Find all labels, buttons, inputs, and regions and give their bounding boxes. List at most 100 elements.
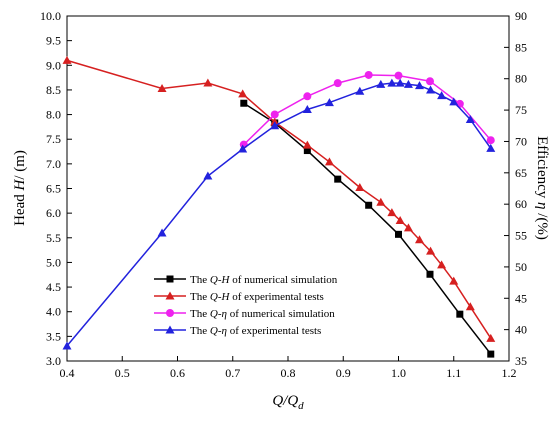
data-point [157,83,167,92]
y-left-tick-label: 5.5 [46,231,61,245]
data-point [203,78,213,87]
data-point [395,78,405,87]
data-point [238,144,248,153]
series-3 [239,70,495,149]
y-right-tick-label: 85 [515,40,527,54]
data-point [355,86,365,95]
y-left-tick-label: 3.5 [46,329,61,343]
series-line [66,82,492,347]
y-right-tick-label: 55 [515,229,527,243]
legend-marker [165,325,175,334]
data-point [376,197,386,206]
data-point [425,77,434,86]
data-point [203,171,213,180]
legend-label: The Q-η of numerical simulation [190,308,335,320]
data-point [302,140,312,149]
data-point [270,110,279,119]
data-point [376,79,386,88]
y-left-tick-label: 4.0 [46,305,61,319]
legend-marker [165,291,175,300]
data-point [426,85,436,94]
data-point [238,89,248,98]
y-left-tick-label: 9.0 [46,58,61,72]
x-tick-label: 1.2 [502,366,517,380]
data-point [355,183,365,192]
x-tick-label: 1.0 [391,366,406,380]
data-point [426,270,434,278]
legend-item: The Q-η of numerical simulation [154,308,335,320]
data-point [449,97,459,106]
data-point [465,302,475,311]
data-point [487,350,495,358]
data-point [403,79,413,88]
x-tick-label: 0.6 [170,366,185,380]
y-left-tick-label: 7.5 [46,132,61,146]
data-point [403,223,413,232]
data-point [387,208,397,217]
y-right-tick-label: 45 [515,291,527,305]
data-point [486,136,495,145]
y-right-tick-label: 80 [515,72,527,86]
data-point [240,99,248,107]
data-point [449,276,459,285]
y-right-tick-label: 75 [515,103,527,117]
x-tick-label: 0.7 [225,366,240,380]
data-point [324,157,334,166]
y-right-tick-label: 65 [515,166,527,180]
data-point [395,216,405,225]
data-point [334,175,342,183]
data-point [437,91,447,100]
series-line [243,74,492,146]
data-point [465,115,475,123]
series-4 [62,78,496,350]
y-left-tick-label: 8.0 [46,108,61,122]
legend: The Q-H of numerical simulation The Q-H o… [154,274,338,337]
series-2 [62,55,496,342]
data-point [426,246,436,255]
data-point [302,104,312,113]
legend-label: The Q-H of experimental tests [190,291,324,303]
data-point [62,55,72,64]
y-right-tick-label: 60 [515,197,527,211]
data-point [324,98,334,107]
x-tick-label: 0.5 [115,366,130,380]
data-point [387,78,397,87]
legend-marker [166,275,174,283]
y-left-tick-label: 5.0 [46,255,61,269]
x-axis-title: Q/Qd [272,393,304,412]
y-left-tick-label: 3.0 [46,354,61,368]
y-left-tick-label: 9.5 [46,34,61,48]
data-point [394,71,403,80]
x-tick-label: 1.1 [446,366,461,380]
x-tick-label: 0.4 [60,366,75,380]
series-group [62,55,496,358]
data-point [303,92,312,101]
y-right-tick-label: 90 [515,9,527,23]
y-left-tick-label: 7.0 [46,157,61,171]
data-point [62,341,72,350]
y-left-tick-label: 10.0 [40,9,61,23]
ticks: 0.4 0.5 0.6 0.7 0.8 0.9 1.0 1.1 1.2 3.0 3.5 4.0 4.5 5… [40,9,527,380]
y-left-tick-label: 4.5 [46,280,61,294]
data-point [414,235,424,244]
data-point [157,228,167,237]
y-right-tick-label: 70 [515,134,527,148]
x-tick-label: 0.8 [281,366,296,380]
y-right-tick-label: 35 [515,354,527,368]
data-point [437,260,447,269]
y-axis-right-title: Efficiency η /(%) [534,136,550,240]
legend-item: The Q-η of experimental tests [154,325,321,337]
data-point [414,81,424,90]
legend-item: The Q-H of experimental tests [154,291,324,303]
y-left-tick-label: 6.5 [46,182,61,196]
data-point [364,70,373,79]
y-axis-left-title: Head H/ (m) [12,150,28,226]
legend-item: The Q-H of numerical simulation [154,274,338,286]
data-point [456,310,464,318]
data-point [395,230,402,238]
data-point [486,143,496,152]
data-point [303,147,311,155]
data-point [486,333,496,342]
legend-marker [166,309,174,317]
